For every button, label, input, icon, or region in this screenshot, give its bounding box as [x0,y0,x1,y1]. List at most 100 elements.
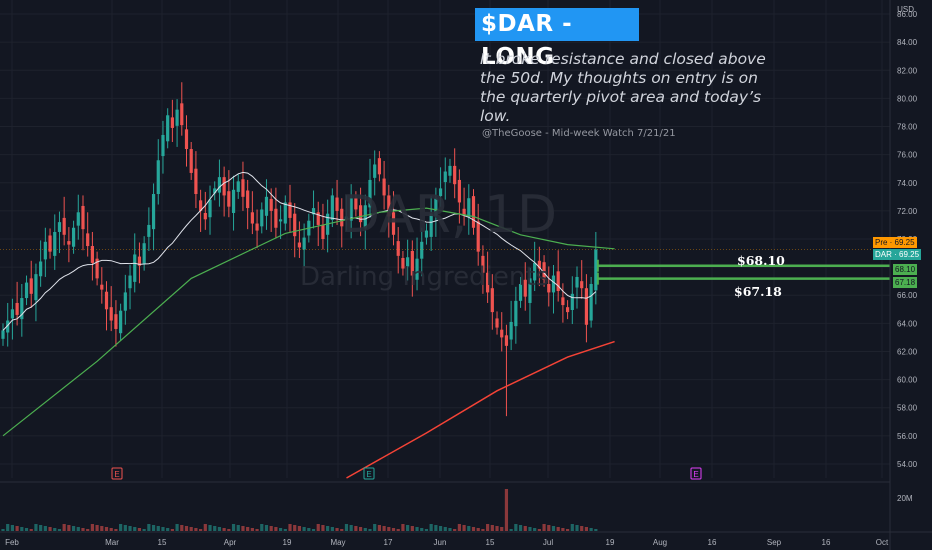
volume-bar [509,529,513,531]
candle-body [561,297,565,306]
candle-body [203,212,207,220]
volume-bar [594,529,598,531]
earnings-marker [363,467,375,480]
volume-bar [467,526,471,531]
candle-body [387,195,391,217]
candle-body [373,164,377,178]
volume-bar [255,529,259,531]
candle-body [589,283,593,321]
candle-body [354,198,358,210]
volume-bar [222,528,226,531]
volume-bar [217,527,222,531]
candle-body [194,168,198,195]
candle-body [580,281,584,289]
earnings-marker-label: E [366,470,371,479]
candle-body [537,260,541,269]
candle-body [462,208,466,216]
volume-bar [95,525,99,531]
x-tick-label: Jun [434,538,447,547]
volume-bar [354,526,358,531]
y-tick-label: 78.00 [897,123,918,132]
volume-bar [391,528,396,531]
candle-body [429,213,433,237]
volume-bar [321,525,325,531]
candle-body [166,115,170,142]
candle-body [401,257,405,269]
candle-body [67,241,71,245]
candle-body [199,200,203,211]
volume-bar [547,525,551,531]
volume-bar [429,524,433,531]
candle-body [293,213,297,237]
volume-bar [71,526,76,531]
moving-averages [2,171,615,479]
volume-bar [29,529,33,531]
candle-body [43,241,47,260]
earnings-marker [690,467,702,480]
volume-bar [316,524,320,531]
volume-bar [518,525,523,531]
level-lines [0,249,890,285]
x-tick-label: Jul [543,538,553,547]
volume-bar [86,529,90,531]
company-watermark: Darling Ingredients [300,262,550,292]
level-tag-68-10: 68.10 [893,264,918,275]
candle-body [476,221,480,252]
candle-body [523,279,527,297]
volume-bar [528,527,532,531]
volume-bar [119,524,123,531]
volume-bar [415,527,419,531]
candle-body [528,278,532,303]
volume-bar [344,524,349,531]
volume-bar [142,529,146,531]
candle-body [255,223,259,231]
candle-body [556,271,560,292]
sma50-line [2,207,615,437]
x-tick-label: Apr [224,538,237,547]
volume-bar [330,527,334,531]
volume-bar [246,527,250,531]
volume-bar [109,528,113,531]
candlestick-series [1,82,598,417]
candle-body [547,283,551,293]
candle-body [330,195,334,221]
candle-body [274,208,278,228]
y-tick-label: 54.00 [897,460,918,469]
candle-body [10,309,15,319]
x-tick-label: Feb [5,538,19,547]
candle-body [438,188,443,197]
volume-bar [283,529,287,531]
candle-body [231,189,236,213]
candle-body [570,293,574,310]
candle-body [227,191,231,207]
x-tick-label: Mar [105,538,119,547]
volume-bar [382,526,386,531]
candle-body [344,216,349,221]
volume-bar [151,525,156,531]
volume-bar [199,529,203,531]
level-tag-67-18: 67.18 [893,277,918,288]
volume-bars [1,489,598,531]
candle-body [481,255,485,273]
volume-bar [481,529,485,531]
x-tick-label: Oct [876,538,889,547]
volume-bar [589,528,593,531]
candle-body [297,242,302,248]
candle-body [321,224,325,239]
candle-body [236,181,240,192]
volume-bar [486,524,490,531]
candle-body [24,282,29,299]
candle-body [62,217,66,235]
y-tick-label: 64.00 [897,319,918,328]
volume-bar [24,528,29,531]
y-tick-label: 62.00 [897,347,918,356]
volume-bar [1,529,5,531]
candle-body [514,300,518,327]
volume-tick-label: 20M [897,494,913,503]
volume-bar [523,526,527,531]
volume-bar [556,527,560,531]
volume-bar [307,528,311,531]
candle-body [123,292,127,311]
sma20-line [2,171,597,331]
